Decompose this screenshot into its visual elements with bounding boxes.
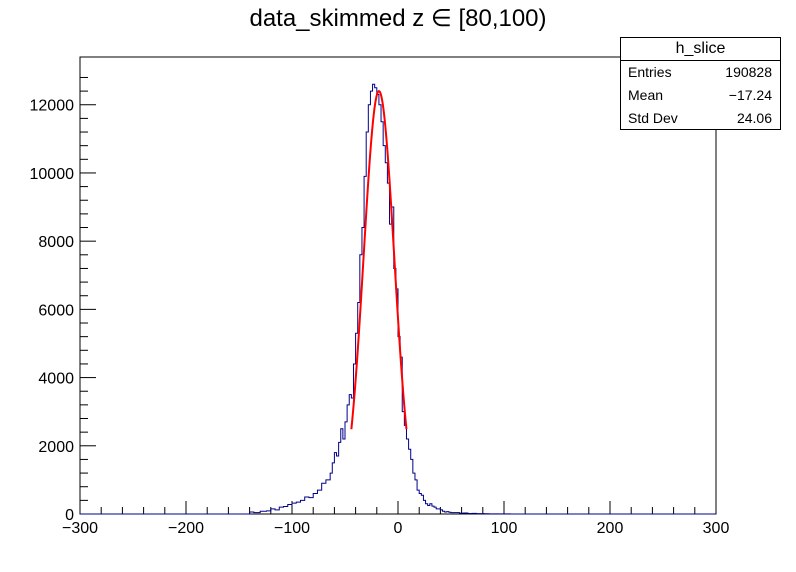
y-tick-label: 8000 <box>38 234 74 251</box>
y-tick-label: 4000 <box>38 371 74 388</box>
chart-title: data_skimmed z ∈ [80,100) <box>249 5 547 32</box>
y-tick-label: 10000 <box>30 166 75 183</box>
mean-value: −17.24 <box>728 87 772 103</box>
mean-label: Mean <box>628 87 664 103</box>
gaussian-fit-series <box>350 89 408 430</box>
stddev-value: 24.06 <box>736 110 772 126</box>
x-tick-label: 300 <box>703 520 730 537</box>
y-tick-label: 2000 <box>38 439 74 456</box>
stats-row-stddev: Std Dev 24.06 <box>621 107 780 130</box>
axes: −300 −200 −100 0 100 200 300 0 2000 4000 6000 8000 1… <box>30 76 730 537</box>
x-tick-label: 0 <box>394 520 403 537</box>
x-tick-label: −300 <box>62 520 98 537</box>
x-tick-label: −200 <box>168 520 204 537</box>
x-tick-label: 200 <box>597 520 624 537</box>
histogram-series <box>80 83 716 515</box>
stats-box: h_slice Entries 190828 Mean −17.24 Std D… <box>620 37 781 130</box>
stats-row-mean: Mean −17.24 <box>621 84 780 107</box>
histogram-step-line <box>80 83 716 515</box>
y-tick-label: 0 <box>65 507 74 524</box>
stats-row-entries: Entries 190828 <box>621 61 780 84</box>
x-tick-label: −100 <box>274 520 310 537</box>
entries-label: Entries <box>628 64 672 80</box>
y-tick-label: 12000 <box>30 98 75 115</box>
x-tick-label: 100 <box>491 520 518 537</box>
stddev-label: Std Dev <box>628 110 678 126</box>
stats-name: h_slice <box>621 38 780 61</box>
gaussian-fit-curve <box>350 89 408 430</box>
y-tick-label: 6000 <box>38 302 74 319</box>
entries-value: 190828 <box>725 64 772 80</box>
